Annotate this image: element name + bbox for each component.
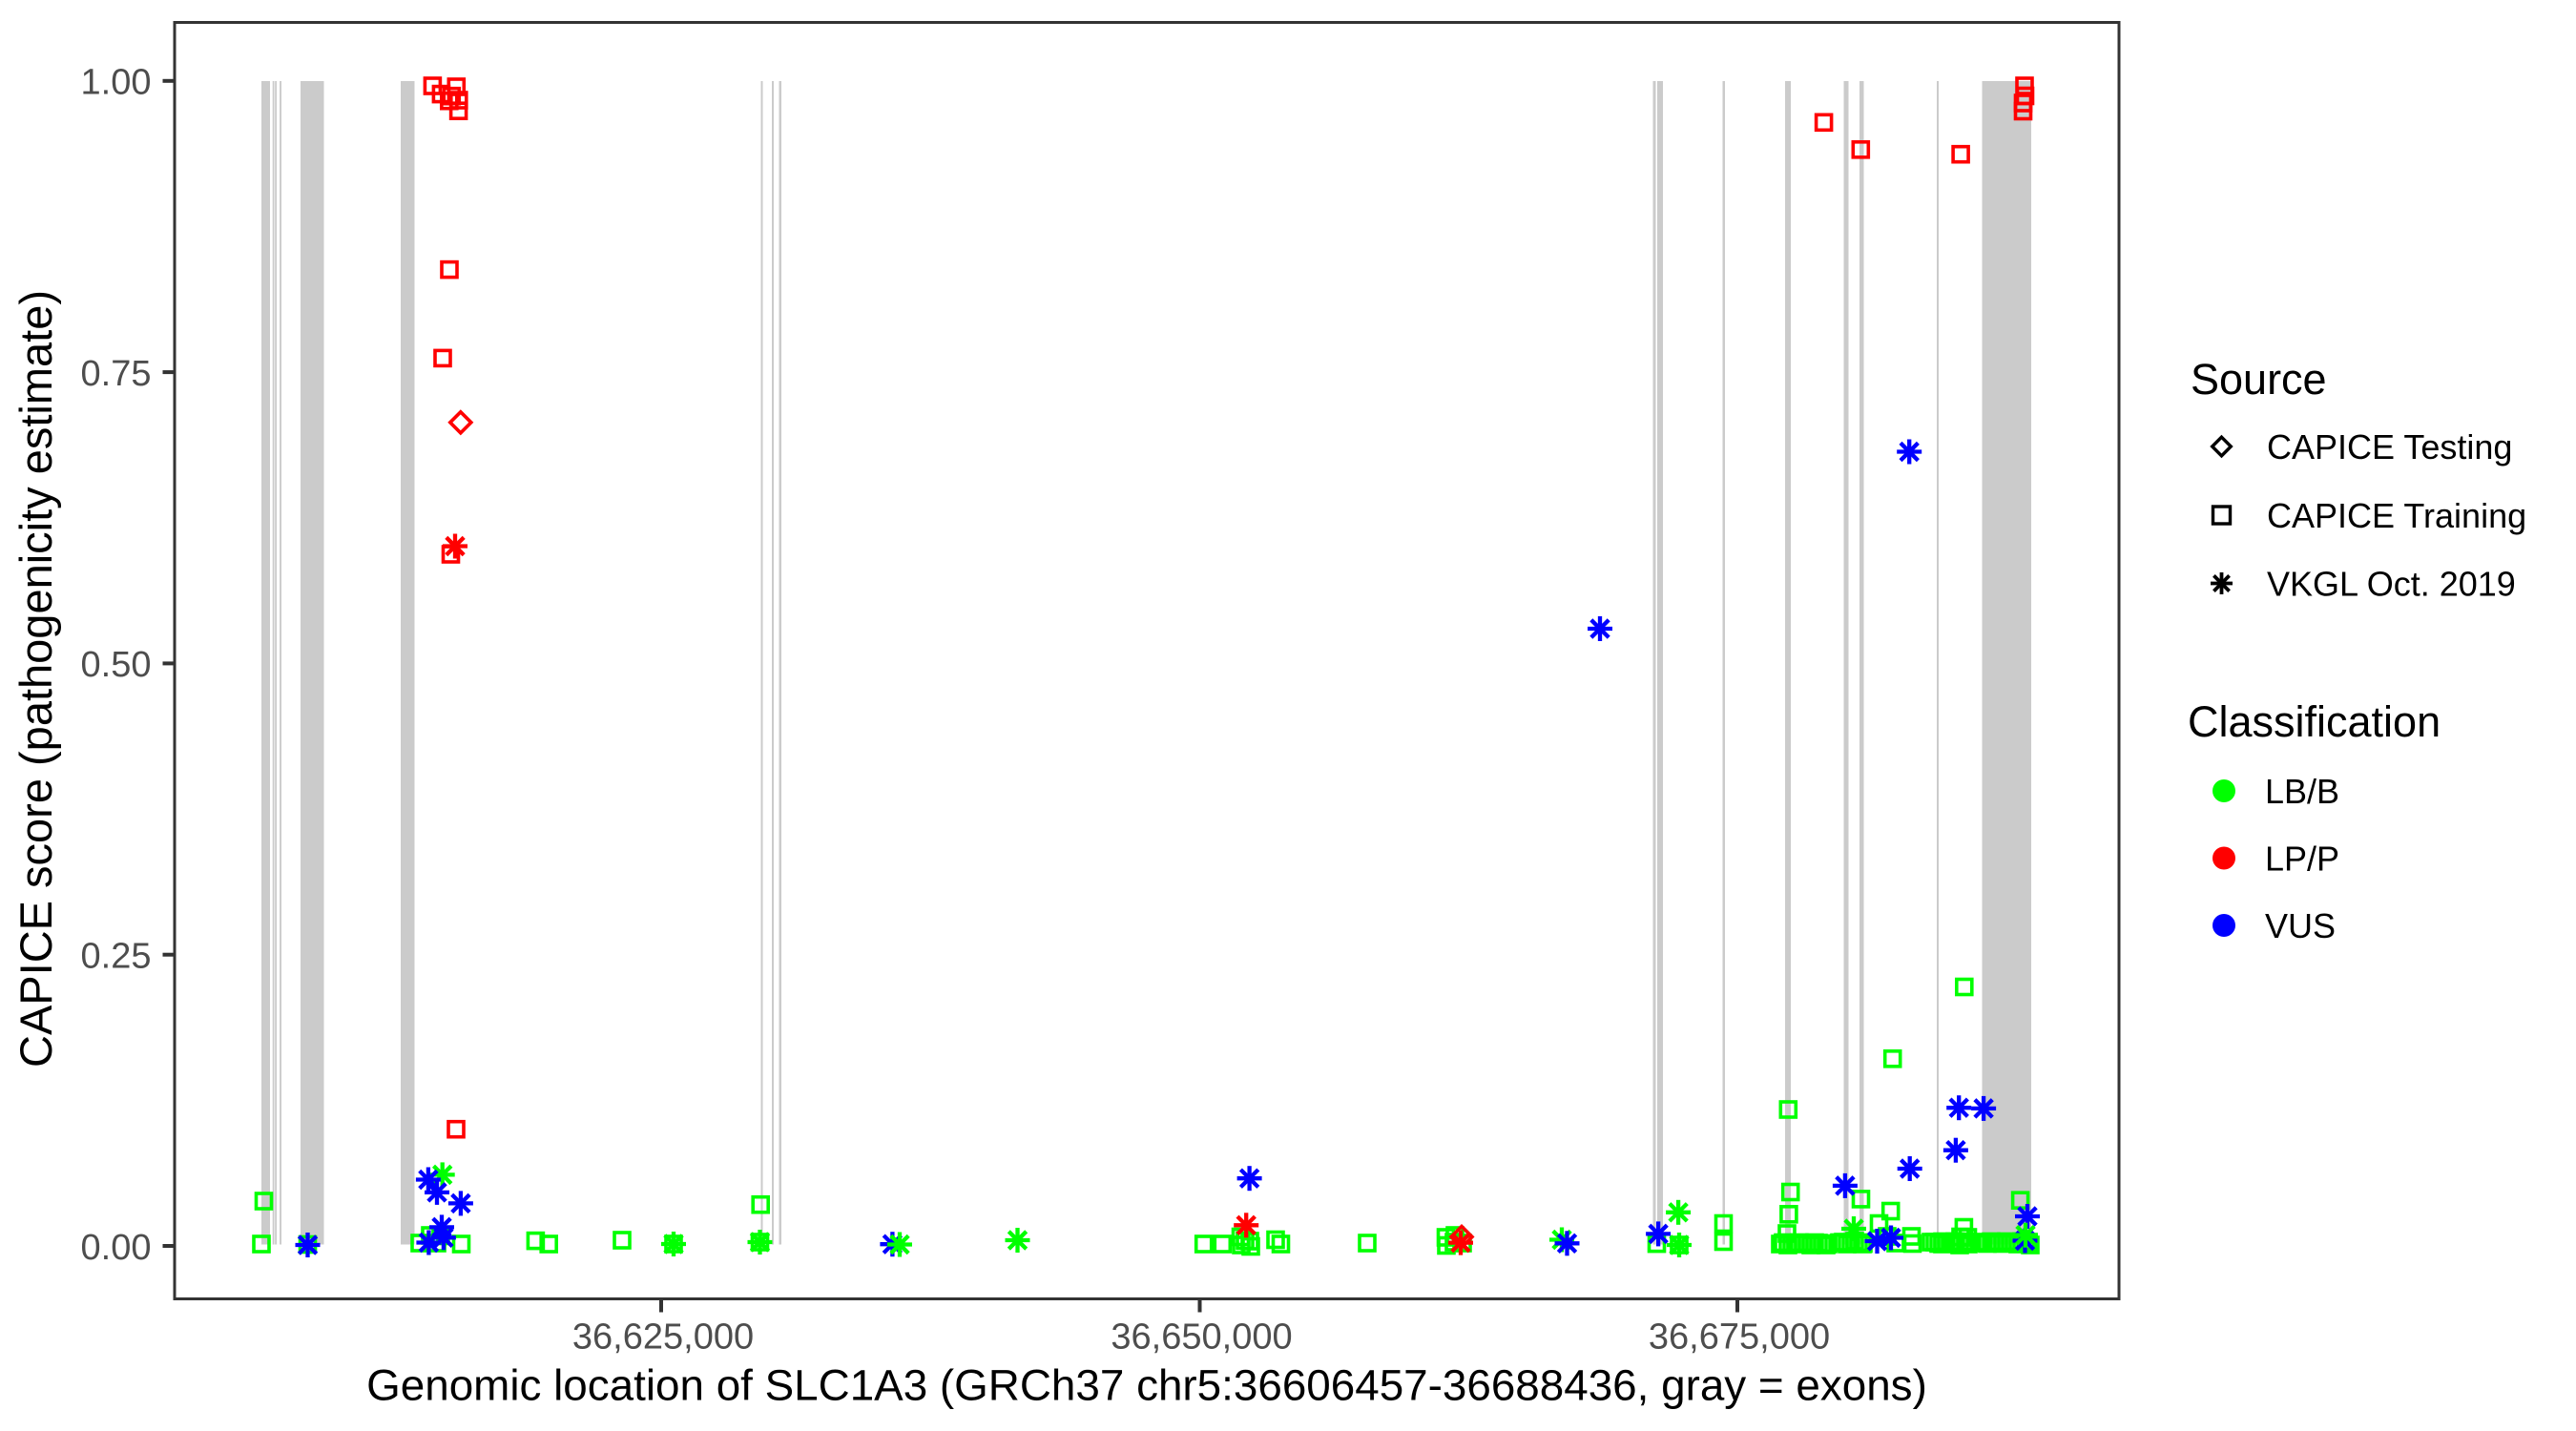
svg-text:36,650,000: 36,650,000 bbox=[1111, 1317, 1292, 1357]
svg-text:VKGL Oct. 2019: VKGL Oct. 2019 bbox=[2267, 565, 2516, 604]
svg-text:LB/B: LB/B bbox=[2265, 772, 2339, 811]
svg-text:Classification: Classification bbox=[2188, 697, 2441, 746]
svg-text:Source: Source bbox=[2191, 355, 2327, 404]
svg-text:VUS: VUS bbox=[2265, 906, 2336, 945]
svg-text:0.25: 0.25 bbox=[81, 937, 152, 977]
svg-text:0.75: 0.75 bbox=[81, 354, 152, 394]
svg-text:0.50: 0.50 bbox=[81, 645, 152, 685]
svg-text:CAPICE score (pathogenicity es: CAPICE score (pathogenicity estimate) bbox=[10, 290, 61, 1068]
svg-text:1.00: 1.00 bbox=[81, 63, 152, 103]
svg-text:36,675,000: 36,675,000 bbox=[1649, 1317, 1830, 1357]
svg-text:CAPICE Training: CAPICE Training bbox=[2267, 496, 2526, 535]
svg-text:36,625,000: 36,625,000 bbox=[572, 1317, 754, 1357]
svg-text:LP/P: LP/P bbox=[2265, 840, 2339, 879]
svg-text:0.00: 0.00 bbox=[81, 1228, 152, 1268]
svg-text:CAPICE Testing: CAPICE Testing bbox=[2267, 427, 2512, 467]
svg-text:Genomic location of SLC1A3 (GR: Genomic location of SLC1A3 (GRCh37 chr5:… bbox=[366, 1361, 1927, 1410]
